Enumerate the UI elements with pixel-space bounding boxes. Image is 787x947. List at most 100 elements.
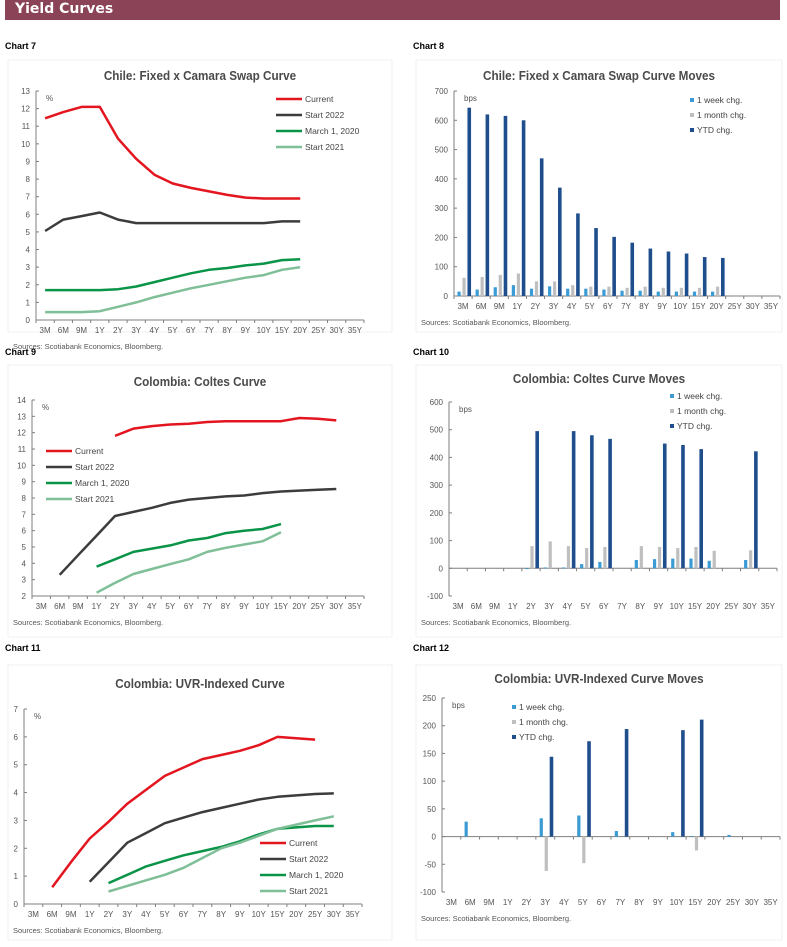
legend: Current Start 2022 March 1, 2020 Start 2021: [276, 94, 360, 152]
x-tick-label: 35Y: [764, 302, 779, 311]
x-tick-label: 6M: [471, 602, 482, 611]
bar-1-week-chg-: [543, 567, 547, 569]
y-tick-label: 300: [430, 481, 444, 490]
y-tick-label: 8: [26, 175, 31, 184]
unit-label: %: [46, 94, 53, 103]
y-tick-label: 9: [26, 157, 31, 166]
bar-1-week-chg-: [671, 832, 675, 837]
bar-1-month-chg-: [676, 548, 680, 569]
legend-label: YTD chg.: [697, 125, 732, 135]
x-tick-label: 8Y: [222, 326, 232, 335]
bar-ytd-chg-: [521, 120, 526, 297]
y-tick-label: 500: [435, 146, 449, 155]
x-tick-label: 30Y: [330, 326, 345, 335]
x-tick-label: 7Y: [615, 898, 625, 907]
x-tick-label: 5Y: [578, 898, 588, 907]
x-tick-label: 3Y: [122, 910, 132, 919]
bar-1-week-chg-: [511, 285, 515, 296]
x-tick-label: 35Y: [348, 326, 363, 335]
x-tick-label: 9Y: [241, 326, 251, 335]
x-tick-label: 30Y: [745, 898, 760, 907]
x-tick-label: 8Y: [635, 602, 645, 611]
bar-1-week-chg-: [539, 818, 543, 837]
legend-swatch: [512, 735, 516, 739]
bar-1-month-chg-: [589, 286, 593, 296]
y-tick-label: 9: [22, 478, 27, 487]
chart-frame: [7, 364, 393, 638]
legend-swatch: [690, 113, 694, 117]
bar-1-week-chg-: [692, 291, 697, 296]
legend-label: Start 2022: [75, 462, 114, 472]
chart-number-label: Chart 10: [413, 347, 449, 357]
chart-title: Colombia: Coltes Curve: [134, 374, 267, 389]
source-note: Sources: Scotiabank Economics, Bloomberg…: [13, 618, 163, 627]
x-tick-label: 9Y: [239, 602, 249, 611]
x-tick-label: 2Y: [104, 910, 114, 919]
bar-1-week-chg-: [598, 561, 602, 569]
legend-label: March 1, 2020: [305, 126, 360, 136]
y-tick-label: -100: [427, 592, 444, 601]
legend-label: Start 2021: [305, 142, 344, 152]
y-tick-label: 100: [435, 263, 449, 272]
y-tick-label: 14: [17, 396, 26, 405]
x-tick-label: 2Y: [526, 602, 536, 611]
legend-label: Start 2022: [289, 854, 328, 864]
y-tick-label: 0: [26, 316, 31, 325]
bar-1-week-chg-: [548, 286, 552, 296]
bar-ytd-chg-: [485, 114, 490, 296]
legend: 1 week chg. 1 month chg. YTD chg.: [512, 702, 568, 742]
x-tick-label: 20Y: [292, 602, 307, 611]
bar-ytd-chg-: [699, 449, 703, 569]
bar-1-month-chg-: [582, 836, 586, 864]
series-line-march-1-2020: [96, 522, 282, 568]
legend-label: Current: [289, 838, 318, 848]
series-line-start-2021: [96, 531, 282, 594]
y-tick-label: 4: [26, 246, 31, 255]
x-tick-label: 7Y: [197, 910, 207, 919]
y-tick-label: 8: [22, 494, 27, 503]
unit-label: bps: [452, 701, 465, 710]
bar-1-month-chg-: [661, 287, 665, 296]
chart-title: Colombia: UVR-Indexed Curve Moves: [494, 671, 703, 686]
bar-1-month-chg-: [462, 277, 466, 296]
series-line-start-2021: [108, 815, 335, 893]
y-tick-label: 10: [21, 140, 30, 149]
x-tick-label: 35Y: [763, 898, 778, 907]
legend-label: March 1, 2020: [75, 478, 130, 488]
bar-ytd-chg-: [571, 431, 576, 569]
y-tick-label: 2: [14, 844, 19, 853]
bar-1-week-chg-: [711, 291, 715, 296]
bar-1-week-chg-: [464, 821, 468, 837]
x-tick-label: 25Y: [728, 302, 743, 311]
y-tick-label: -100: [420, 888, 437, 897]
y-tick-label: 7: [26, 193, 31, 202]
legend: Current Start 2022 March 1, 2020 Start 2021: [260, 838, 344, 896]
bar-1-week-chg-: [620, 290, 624, 296]
y-tick-label: 11: [22, 122, 31, 131]
x-tick-label: 9M: [73, 602, 84, 611]
bar-1-month-chg-: [716, 286, 720, 296]
x-tick-label: 9Y: [657, 302, 667, 311]
x-tick-label: 6Y: [599, 602, 609, 611]
x-tick-label: 35Y: [348, 602, 363, 611]
bar-1-week-chg-: [529, 288, 534, 296]
bar-1-month-chg-: [639, 546, 643, 569]
x-tick-label: 2Y: [531, 302, 541, 311]
x-tick-label: 30Y: [329, 602, 344, 611]
legend-swatch: [512, 720, 516, 724]
x-tick-label: 15Y: [691, 302, 706, 311]
legend-label: 1 week chg.: [697, 95, 742, 105]
x-tick-label: 9M: [65, 910, 76, 919]
bar-ytd-chg-: [594, 228, 598, 296]
unit-label: bps: [459, 405, 472, 414]
legend-label: Start 2022: [305, 110, 344, 120]
y-tick-label: 50: [427, 805, 436, 814]
x-tick-label: 1Y: [92, 602, 102, 611]
y-tick-label: 250: [423, 694, 437, 703]
legend-label: March 1, 2020: [289, 870, 344, 880]
x-tick-label: 3M: [453, 602, 464, 611]
y-tick-label: 2: [26, 281, 31, 290]
series-line-current: [44, 105, 301, 200]
x-tick-label: 25Y: [311, 326, 326, 335]
x-tick-label: 10Y: [252, 910, 267, 919]
